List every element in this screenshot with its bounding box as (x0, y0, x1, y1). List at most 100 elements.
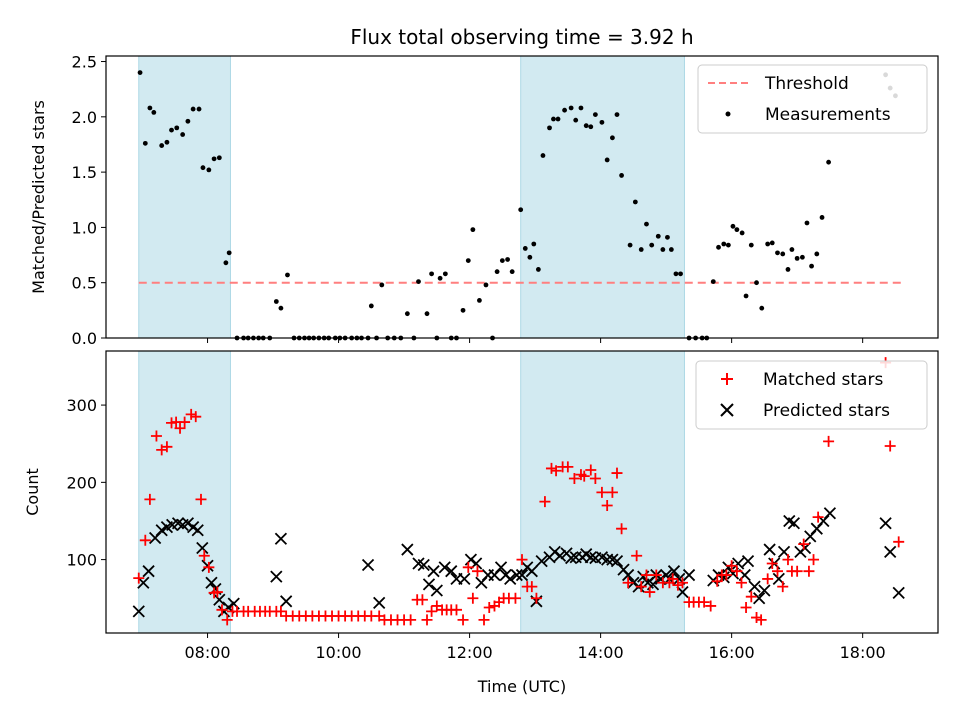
measurement-point (799, 254, 805, 260)
matched-star-marker (762, 573, 774, 585)
predicted-star-marker (610, 555, 624, 568)
matched-star-marker (893, 536, 905, 548)
predicted-star-marker (525, 565, 538, 578)
measurement-point (527, 254, 533, 260)
measurement-point (614, 112, 620, 118)
y-tick-label: 0.0 (72, 329, 97, 348)
measurement-point (470, 227, 476, 233)
measurement-point (285, 272, 290, 278)
matched-star-marker (421, 614, 433, 626)
matched-star-marker (578, 470, 590, 482)
predicted-star-marker (748, 580, 761, 593)
shaded-interval (520, 55, 685, 339)
matched-star-marker (471, 565, 483, 577)
bottom-legend-box (695, 360, 928, 430)
matched-star-marker (179, 416, 191, 428)
measurement-point (660, 247, 666, 252)
measurement-point (655, 233, 661, 239)
legend-predicted-swatch (720, 403, 734, 417)
matched-star-marker (457, 614, 469, 626)
measurement-point (748, 242, 754, 248)
measurement-point (619, 173, 624, 178)
measurement-point (477, 298, 482, 303)
x-tick-label: 08:00 (184, 643, 230, 662)
matched-star-marker (198, 550, 210, 562)
x-tick-label: 16:00 (709, 643, 755, 662)
y-tick-label: 1.0 (72, 218, 97, 237)
measurement-point (730, 223, 736, 229)
legend-predicted-label: Predicted stars (763, 401, 890, 421)
top-panel: 0.0 0.5 1.0 1.5 2.0 2.5 Flux total observing … (29, 25, 939, 348)
measurement-point (206, 167, 212, 173)
x-tick-label: 14:00 (578, 643, 624, 662)
measurement-point (785, 267, 791, 272)
measurement-point (588, 124, 594, 130)
legend-measurements-swatch (725, 111, 731, 117)
matched-star-marker (530, 592, 542, 604)
measurement-point (710, 279, 716, 284)
predicted-star-marker (758, 584, 771, 597)
measurement-point (775, 250, 780, 256)
matched-star-marker (550, 465, 562, 477)
measurement-point (610, 135, 615, 141)
measurement-point (665, 234, 670, 240)
measurement-point (174, 125, 180, 131)
measurement-point (494, 269, 500, 275)
predicted-star-marker (667, 565, 681, 578)
matched-star-marker (616, 523, 628, 535)
bottom-axes-frame (105, 350, 939, 634)
matched-star-marker (635, 581, 647, 593)
predicted-star-marker (280, 595, 293, 608)
matched-star-marker (539, 496, 551, 508)
top-legend: Threshold Measurements (697, 64, 928, 134)
measurement-point (721, 241, 727, 247)
measurement-point (725, 242, 731, 248)
matched-star-marker (622, 577, 634, 589)
measurement-point (522, 246, 528, 251)
measurement-point (142, 140, 148, 146)
measurement-point (499, 258, 505, 263)
matched-star-marker (601, 500, 613, 512)
x-tick-label: 18:00 (840, 643, 886, 662)
measurement-point (540, 153, 546, 158)
measurement-point (278, 305, 284, 311)
matched-star-marker (720, 569, 732, 581)
measurement-point (465, 258, 471, 263)
measurement-point (437, 275, 443, 281)
predicted-star-marker (601, 553, 614, 566)
matched-star-marker (568, 472, 580, 484)
measurement-point (568, 105, 574, 111)
predicted-star-marker (205, 576, 218, 589)
measurement-point (273, 299, 279, 304)
predicted-star-marker (270, 570, 283, 583)
legend-measurements-label: Measurements (765, 105, 891, 125)
matched-star-marker (751, 612, 763, 624)
matched-star-marker (672, 579, 684, 591)
matched-star-marker (667, 573, 679, 585)
predicted-star-marker (196, 541, 209, 555)
matched-star-marker (631, 550, 643, 562)
matched-star-marker (203, 561, 215, 573)
predicted-star-marker (181, 517, 195, 530)
matched-star-marker (426, 605, 438, 617)
measurement-point (814, 251, 820, 257)
predicted-star-marker (892, 586, 905, 599)
matched-star-marker (812, 511, 824, 523)
measurement-point (483, 282, 489, 288)
predicted-star-marker (879, 517, 892, 530)
bottom-panel: 100 200 300 08:00 10:00 12:00 14:00 16:00 18:00… (23, 350, 939, 696)
predicted-star-marker (361, 558, 375, 572)
matched-star-marker (545, 462, 557, 474)
measurement-point (535, 267, 541, 272)
measurement-point (734, 227, 740, 233)
measurement-point (147, 105, 153, 111)
predicted-star-marker (401, 543, 414, 556)
matched-star-marker (798, 538, 810, 550)
measurement-point (137, 70, 143, 75)
matched-star-marker (450, 604, 462, 616)
measurement-point (673, 271, 679, 277)
measurement-point (404, 311, 410, 317)
predicted-star-marker (373, 596, 386, 610)
predicted-star-marker (753, 592, 766, 605)
measurement-point (555, 116, 561, 122)
